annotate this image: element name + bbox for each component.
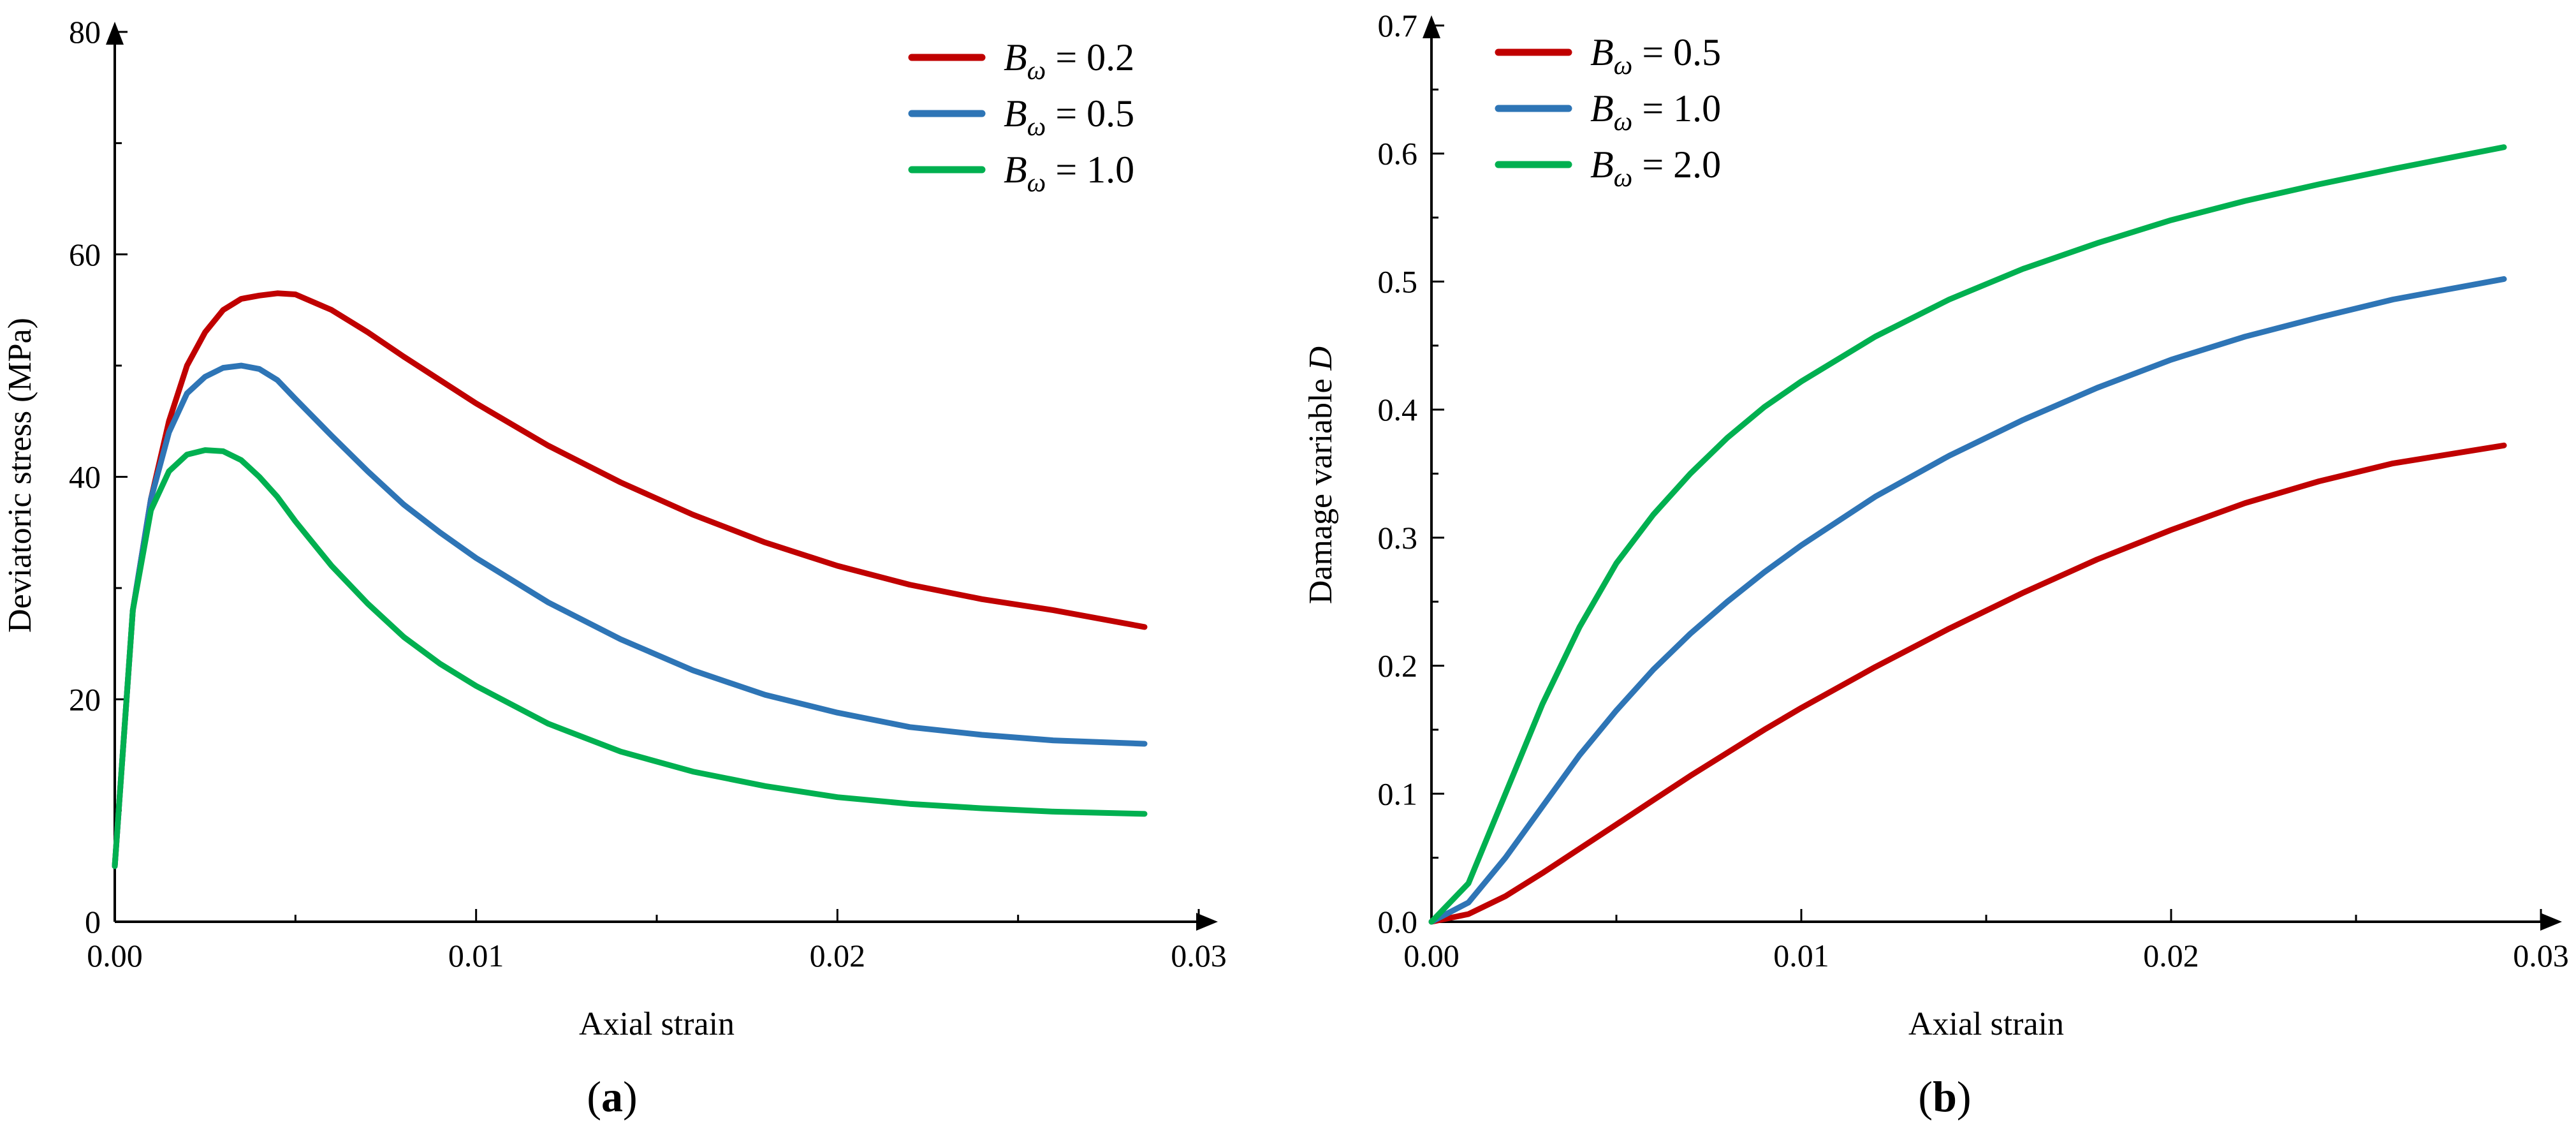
x-axis-arrow xyxy=(1196,913,1218,931)
series-line-b-2 xyxy=(1428,144,2507,925)
x-tick-label: 0.03 xyxy=(2513,938,2569,973)
x-tick-label: 0.00 xyxy=(87,938,143,973)
x-tick-label: 0.03 xyxy=(1171,938,1227,973)
series-line-a-0 xyxy=(112,290,1148,869)
y-tick-label: 0.4 xyxy=(1378,392,1418,427)
x-axis-title: Axial strain xyxy=(579,1006,735,1042)
x-tick-label: 0.02 xyxy=(2143,938,2199,973)
y-tick-label: 0.5 xyxy=(1378,263,1418,299)
y-axis-arrow xyxy=(1423,15,1440,38)
series-line-a-1 xyxy=(112,362,1148,869)
y-axis-title: Deviatoric stress (MPa) xyxy=(2,318,38,633)
x-tick-label: 0.01 xyxy=(1773,938,1829,973)
y-tick-label: 0 xyxy=(85,904,101,940)
chart-panel-b: 0.00 0.01 0.02 0.03 0.0 0.1 0.2 0.3 0.4 0.5 0.6 0.7… xyxy=(1303,8,2569,1121)
legend-label: Bω = 1.0 xyxy=(1590,87,1721,137)
panel-label: (b) xyxy=(1918,1072,1971,1121)
chart-panel-a: 0.00 0.01 0.02 0.03 0 20 40 60 80 Axial strain Dev… xyxy=(2,14,1227,1121)
series-line-b-1 xyxy=(1428,276,2507,925)
y-axis-title: Damage variable D xyxy=(1303,346,1339,604)
y-tick-label: 0.6 xyxy=(1378,136,1418,172)
x-tick-label: 0.02 xyxy=(810,938,866,973)
legend-label: Bω = 0.5 xyxy=(1590,31,1721,80)
legend-label: Bω = 2.0 xyxy=(1590,144,1721,193)
y-axis-arrow xyxy=(106,22,124,45)
x-tick-label: 0.01 xyxy=(448,938,504,973)
y-tick-label: 60 xyxy=(69,237,101,272)
x-axis-arrow xyxy=(2540,913,2562,931)
y-tick-label: 0.1 xyxy=(1378,776,1418,811)
legend-label: Bω = 0.2 xyxy=(1004,36,1134,85)
x-tick-label: 0.00 xyxy=(1403,938,1460,973)
legend-label: Bω = 0.5 xyxy=(1004,92,1134,142)
y-tick-label: 0.7 xyxy=(1378,8,1418,43)
legend-label: Bω = 1.0 xyxy=(1004,149,1134,198)
y-tick-label: 80 xyxy=(69,14,101,50)
y-tick-label: 20 xyxy=(69,681,101,717)
y-tick-label: 40 xyxy=(69,459,101,495)
y-tick-label: 0.2 xyxy=(1378,648,1418,684)
y-tick-label: 0.0 xyxy=(1378,904,1418,940)
series-line-b-0 xyxy=(1428,442,2507,925)
x-axis-title: Axial strain xyxy=(1908,1006,2064,1042)
series-line-a-2 xyxy=(112,447,1148,869)
panel-label: (a) xyxy=(587,1072,637,1121)
y-tick-label: 0.3 xyxy=(1378,520,1418,556)
